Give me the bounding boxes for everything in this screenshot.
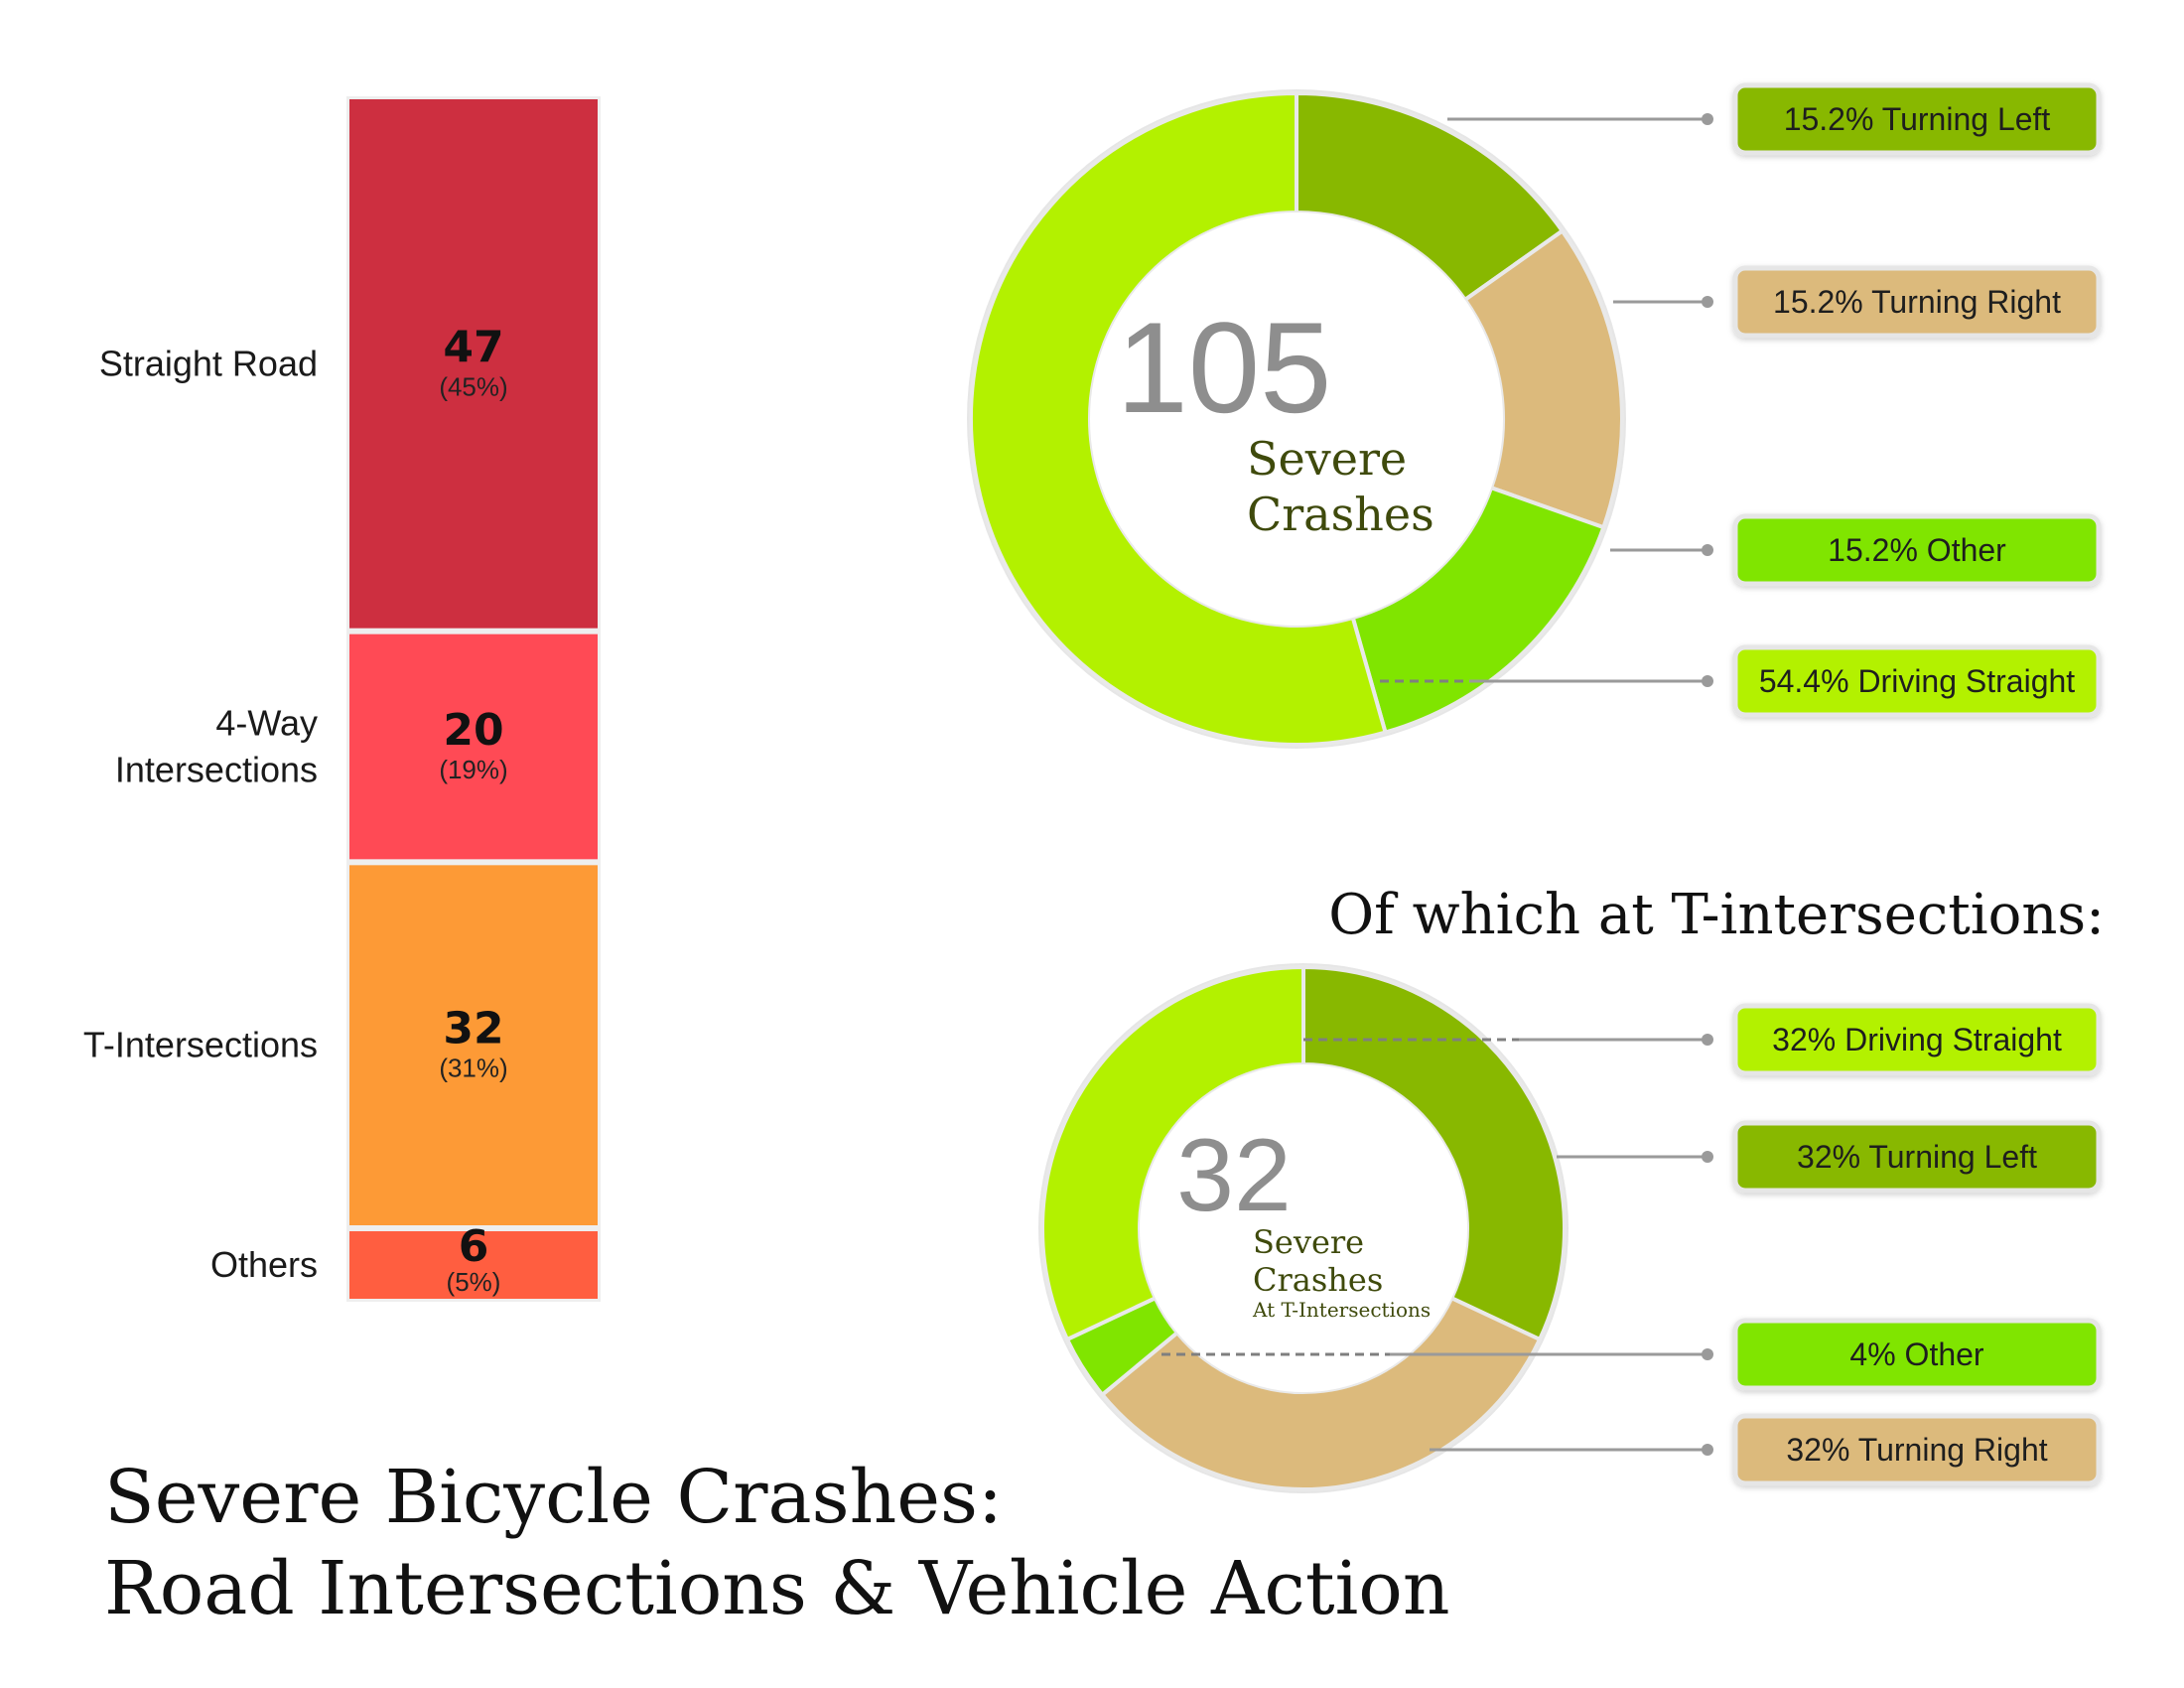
bar-percent-4-way-intersections: (19%) — [439, 755, 507, 784]
donut-t-legend-pill-turning-right — [1732, 1413, 2102, 1486]
donut-main-legend-label-driving-straight: 54.4% Driving Straight — [1759, 663, 2075, 699]
donut-t-leader-dot-driving-straight — [1702, 1034, 1713, 1046]
bar-percent-t-intersections: (31%) — [439, 1054, 507, 1083]
donut-main-legend-pill-turning-left — [1732, 82, 2102, 156]
bar-category-label-t-intersections: T-Intersections — [83, 1025, 318, 1065]
donut-main-leader-dot-other-action — [1702, 544, 1713, 556]
donut-t-center-label-line-2: Crashes — [1253, 1261, 1383, 1299]
donut-main-center-number: 105 — [1117, 295, 1332, 440]
bar-segment-others — [349, 1231, 598, 1299]
donut-main-center — [1090, 212, 1503, 626]
donut-main-center-label-line-2: Crashes — [1247, 488, 1434, 541]
donut-main-leader-dot-turning-left — [1702, 113, 1713, 125]
donut-main-legend-pill-turning-right — [1732, 265, 2102, 339]
donut-t-legend-driving-straight: 32% Driving Straight — [1303, 1003, 2102, 1076]
donut-main-leader-dot-turning-right — [1702, 296, 1713, 308]
bar-segment-t-intersections — [349, 865, 598, 1225]
donut-t-leader-dot-turning-left — [1702, 1151, 1713, 1163]
main-title-line-1: Severe Bicycle Crashes: — [104, 1455, 1003, 1540]
main-title-line-2: Road Intersections & Vehicle Action — [104, 1546, 1450, 1631]
donut-main-legend-label-turning-right: 15.2% Turning Right — [1773, 284, 2061, 320]
donut-main-legend-label-turning-left: 15.2% Turning Left — [1784, 101, 2051, 137]
bar-value-straight-road: 47 — [443, 322, 503, 372]
bar-value-others: 6 — [459, 1221, 489, 1272]
donut-t-center — [1140, 1064, 1467, 1392]
donut-t-legend-other-action: 4% Other — [1161, 1318, 2102, 1391]
donut-t-leader-dot-other-action — [1702, 1348, 1713, 1360]
bar-segment-4-way-intersections — [349, 633, 598, 860]
bar-category-label-4-way-intersections-line-1: 4-Way — [215, 703, 318, 744]
bar-value-t-intersections: 32 — [443, 1004, 503, 1055]
donut-main-center-label-line-1: Severe — [1247, 432, 1407, 486]
donut-t-legend-pill-other-action — [1732, 1318, 2102, 1391]
donut-main-legend-turning-left: 15.2% Turning Left — [1447, 82, 2102, 156]
donut-t-legend-turning-left: 32% Turning Left — [1557, 1120, 2102, 1194]
donut-t-center-label-line-1: Severe — [1253, 1223, 1364, 1261]
bar-category-label-4-way-intersections-line-2: Intersections — [115, 750, 318, 790]
donut-t-legend-label-turning-left: 32% Turning Left — [1797, 1139, 2037, 1175]
bar-segment-straight-road — [349, 99, 598, 629]
bar-percent-others: (5%) — [447, 1267, 501, 1297]
donut-t-legend-turning-right: 32% Turning Right — [1430, 1413, 2102, 1486]
donut-main-legend-pill-driving-straight — [1732, 644, 2102, 718]
donut-main-legend-turning-right: 15.2% Turning Right — [1613, 265, 2102, 339]
donut-t-legend-label-turning-right: 32% Turning Right — [1786, 1432, 2047, 1468]
bar-percent-straight-road: (45%) — [439, 371, 507, 401]
donut-t-legend-label-driving-straight: 32% Driving Straight — [1772, 1022, 2062, 1057]
donut-main-legend-other-action: 15.2% Other — [1610, 513, 2102, 587]
donut-t-leader-dot-turning-right — [1702, 1444, 1713, 1456]
donut-main-legend-label-other-action: 15.2% Other — [1828, 532, 2006, 568]
bar-category-label-others: Others — [210, 1244, 318, 1285]
donut-main-legend-pill-other-action — [1732, 513, 2102, 587]
donut-t-center-number: 32 — [1176, 1118, 1292, 1233]
donut-main-leader-dot-driving-straight — [1702, 675, 1713, 687]
bar-value-4-way-intersections: 20 — [443, 705, 503, 756]
donut-t-center-note: At T-Intersections — [1252, 1298, 1431, 1322]
donut-t-legend-pill-turning-left — [1732, 1120, 2102, 1194]
t-intersections-subtitle: Of which at T-intersections: — [1328, 883, 2105, 947]
donut-t-legend-label-other-action: 4% Other — [1849, 1336, 1984, 1372]
donut-t-legend-pill-driving-straight — [1732, 1003, 2102, 1076]
stacked-bar-chart: 47(45%) Straight Road 20(19%) 4-Way Intersec… — [83, 96, 601, 1302]
bar-category-label-straight-road: Straight Road — [99, 343, 318, 383]
donut-main-legend-driving-straight: 54.4% Driving Straight — [1380, 644, 2102, 718]
